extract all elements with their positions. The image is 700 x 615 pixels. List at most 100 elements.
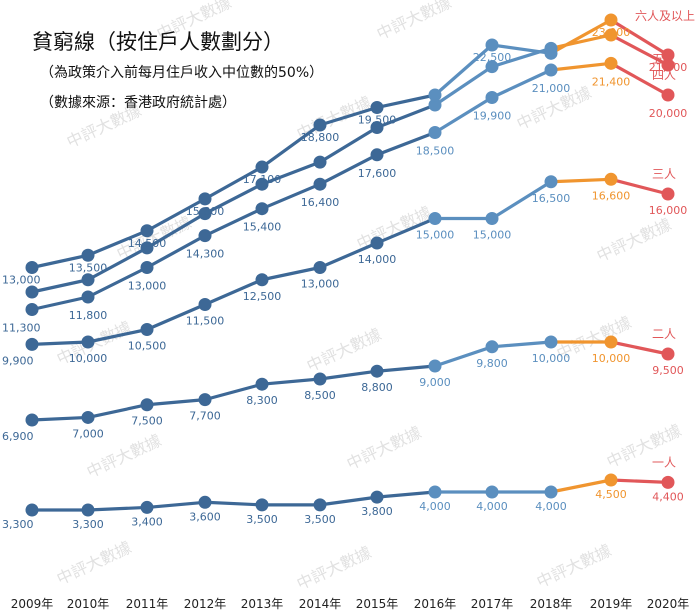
series-2-label-9: 16,500 (532, 192, 571, 205)
series-1-point-0 (25, 413, 39, 427)
x-tick-9: 2018年 (530, 597, 573, 611)
series-5-point-7 (428, 88, 442, 102)
series-4-point-5 (313, 155, 327, 169)
series-lines (30, 18, 670, 512)
series-2-label-0: 9,900 (2, 354, 34, 367)
series-1-label-7: 9,000 (419, 376, 451, 389)
series-0-point-0 (25, 503, 39, 517)
series-1-label-4: 8,300 (246, 394, 278, 407)
x-axis-ticks: 2009年 2010年 2011年 2012年 2013年 2014年 2015年 2016年… (11, 597, 690, 611)
series-1-point-6 (370, 364, 384, 378)
series-2-label-11: 16,000 (649, 204, 688, 217)
series-2-segment-4 (260, 265, 322, 282)
series-3-segment-0 (30, 295, 90, 312)
series-1-label-1: 7,000 (72, 427, 104, 440)
series-3-label-5: 16,400 (301, 196, 340, 209)
x-tick-5: 2014年 (299, 597, 342, 611)
series-0-point-6 (370, 490, 384, 504)
series-5-label-6: 19,500 (358, 114, 397, 127)
series-2-point-8 (485, 212, 499, 225)
series-3-segment-4 (260, 182, 322, 211)
series-0-label-6: 3,800 (361, 505, 393, 518)
series-0-segment-6 (375, 490, 437, 499)
series-5-label-2: 14,500 (128, 237, 167, 250)
series-0-point-3 (198, 495, 212, 509)
series-4-point-8 (485, 60, 499, 74)
series-2-point-9 (544, 175, 558, 189)
data-labels: 3,300 3,300 3,400 3,600 3,500 3,500 3,800 4,000… (2, 26, 687, 531)
series-2-point-0 (25, 337, 39, 351)
series-1-label-6: 8,800 (361, 381, 393, 394)
series-3-name: 四人 (652, 68, 676, 82)
chart-subtitle-2: （數據來源：香港政府統計處） (40, 95, 236, 111)
series-0-label-8: 4,000 (476, 500, 508, 513)
series-1-segment-1 (86, 403, 149, 420)
series-5-name: 六人及以上 (635, 9, 695, 23)
series-4-point-2 (140, 241, 154, 255)
series-1-point-1 (81, 410, 95, 424)
series-3-point-1 (81, 290, 95, 304)
series-5-segment-10 (609, 18, 670, 57)
series-1-point-10 (604, 335, 618, 349)
series-3-label-1: 11,800 (69, 309, 108, 322)
series-4-point-1 (81, 273, 95, 287)
series-5-segment-9 (549, 18, 613, 55)
series-5-segment-3 (203, 165, 264, 201)
series-2-segment-2 (145, 302, 207, 332)
series-2-segment-0 (30, 340, 90, 346)
series-1-segment-3 (203, 382, 264, 402)
series-3-label-8: 19,900 (473, 110, 512, 123)
series-1-point-5 (313, 372, 327, 386)
series-1-label-9: 10,000 (532, 352, 571, 365)
x-tick-10: 2019年 (590, 597, 633, 611)
series-3-label-9: 21,000 (532, 82, 571, 95)
series-0-segment-5 (318, 495, 379, 507)
x-tick-2: 2011年 (126, 597, 169, 611)
series-3-label-3: 14,300 (186, 248, 225, 261)
series-2-point-11 (661, 187, 675, 201)
series-4-point-10 (604, 28, 618, 42)
series-1-name: 二人 (652, 327, 676, 341)
series-3-point-8 (485, 91, 499, 104)
series-1-segment-2 (145, 398, 207, 407)
series-4-segment-7 (433, 65, 494, 107)
series-1-point-8 (485, 340, 499, 354)
series-0-point-9 (544, 485, 558, 499)
series-5-segment-7 (433, 43, 494, 97)
series-0-segment-9 (549, 478, 613, 494)
series-5-point-2 (140, 224, 154, 238)
series-4-segment-4 (260, 160, 322, 186)
series-5-label-0: 13,000 (2, 274, 41, 287)
series-5-point-8 (485, 38, 499, 52)
series-0-point-10 (604, 473, 618, 487)
series-2-label-7: 15,000 (416, 229, 455, 242)
series-5-point-3 (198, 192, 212, 206)
series-0-point-8 (485, 485, 499, 499)
x-tick-8: 2017年 (471, 597, 514, 611)
series-2-label-2: 10,500 (128, 340, 167, 353)
series-2-point-3 (198, 298, 212, 311)
series-1-point-2 (140, 398, 154, 412)
series-3-segment-3 (203, 207, 264, 238)
series-5-point-6 (370, 101, 384, 114)
series-4-segment-2 (145, 212, 207, 250)
series-5-segment-2 (145, 197, 207, 233)
series-5-label-1: 13,500 (69, 261, 108, 274)
series-3-segment-7 (433, 95, 494, 135)
x-tick-11: 2020年 (647, 597, 690, 611)
series-2-label-5: 13,000 (301, 278, 340, 291)
series-0-point-4 (255, 498, 269, 512)
series-3-segment-6 (375, 130, 437, 157)
series-4-point-6 (370, 121, 384, 134)
series-0-label-11: 4,400 (652, 490, 684, 503)
series-0-point-2 (140, 500, 154, 514)
watermark-16: 中評大數據 (374, 0, 455, 44)
series-0-label-10: 4,500 (595, 488, 627, 501)
series-3-point-4 (255, 202, 269, 216)
series-1-segment-5 (318, 369, 379, 381)
series-1-label-0: 6,900 (2, 430, 34, 443)
series-1-segment-8 (490, 340, 553, 349)
x-tick-6: 2015年 (356, 597, 399, 611)
series-1-segment-6 (375, 364, 437, 373)
